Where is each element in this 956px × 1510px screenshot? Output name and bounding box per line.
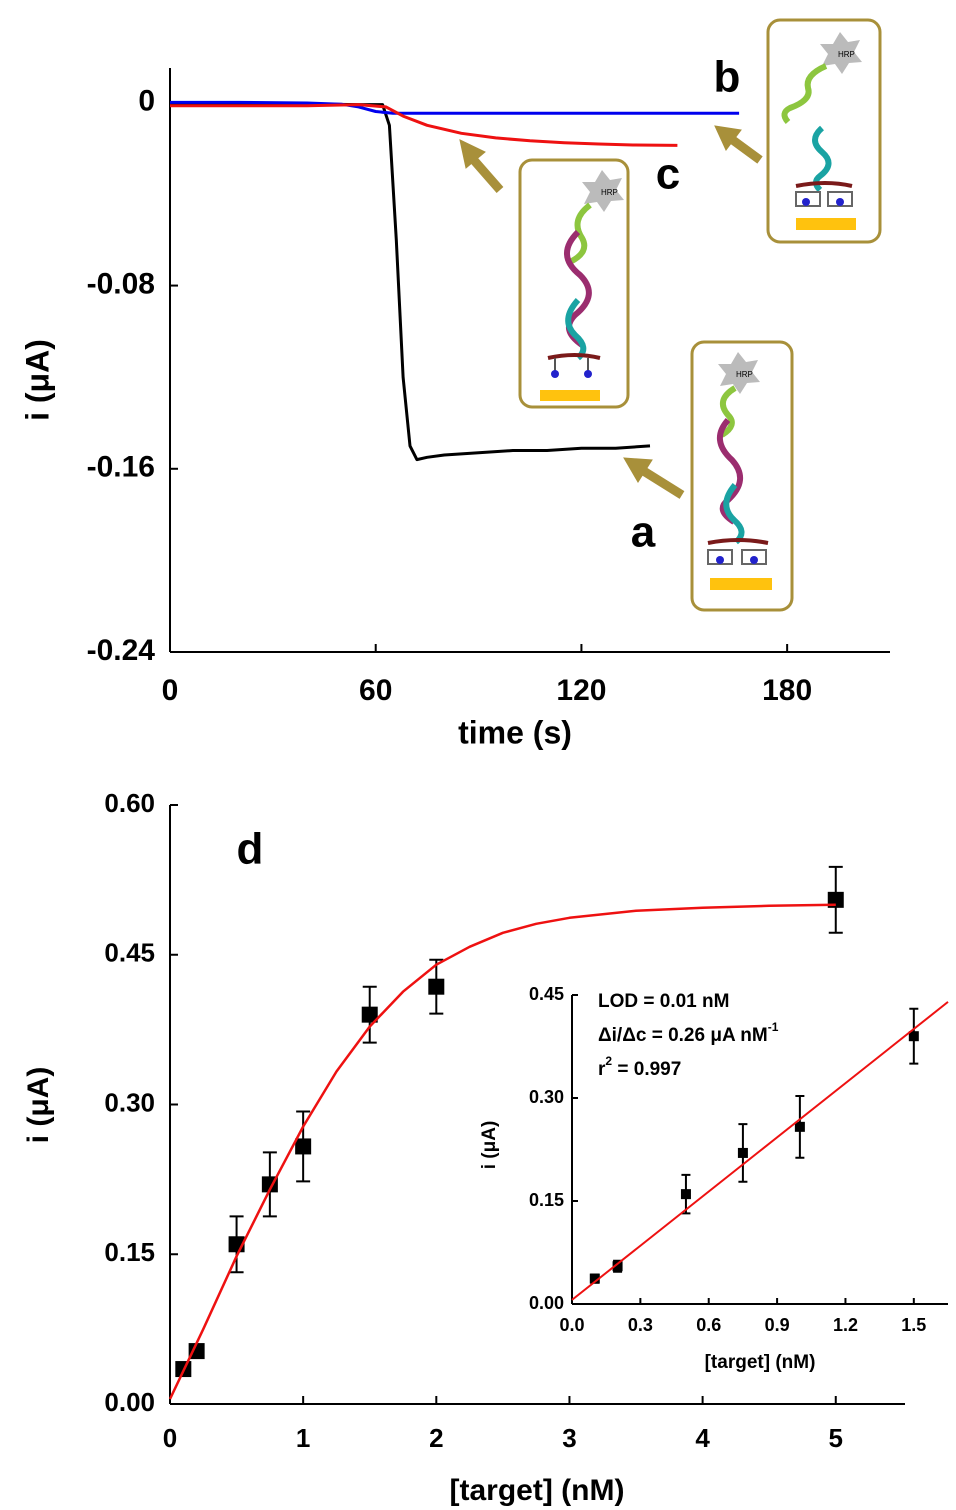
y-tick-label: -0.08 (87, 267, 155, 300)
x-tick-label: 0.9 (765, 1315, 790, 1335)
y-tick-label: 0.00 (104, 1387, 155, 1417)
annotation: r2 = 0.997 (598, 1054, 681, 1080)
annotation: LOD = 0.01 nM (598, 991, 729, 1012)
y-axis-label: i (μA) (479, 1121, 500, 1170)
annotation-text: Δi/Δc = 0.26 μA nM (598, 1025, 768, 1046)
hrp-label: HRP (736, 370, 753, 379)
x-tick-label: 0.0 (559, 1315, 584, 1335)
data-point (188, 1343, 205, 1360)
annotation-sup: -1 (768, 1020, 779, 1034)
y-tick-label: 0.30 (529, 1087, 564, 1107)
y-axis-label: i (μA) (22, 1067, 55, 1144)
fit-line (571, 1001, 949, 1301)
data-point (794, 1121, 805, 1132)
x-axis-label: [target] (nM) (705, 1352, 816, 1373)
y-tick-label: 0.15 (529, 1190, 564, 1210)
chart-1: 0.00 0.15 0.30 0.45 0.60 0 1 2 3 4 5 [target] (nM) i… (22, 788, 905, 1507)
y-tick-label: 0.00 (529, 1293, 564, 1313)
data-point (737, 1147, 748, 1158)
x-tick-label: 2 (429, 1423, 443, 1453)
data-point (589, 1273, 600, 1284)
data-point (361, 1006, 378, 1023)
arrows (459, 125, 763, 499)
x-tick-label: 1.5 (901, 1315, 926, 1335)
y-tick-label: 0.45 (104, 938, 155, 968)
annotation-text: = 0.997 (612, 1059, 681, 1080)
x-tick-label: 120 (556, 674, 606, 707)
annotation-text: LOD = 0.01 nM (598, 991, 729, 1012)
curve-label: b (714, 53, 741, 102)
y-axis-label: i (μA) (19, 339, 55, 421)
x-tick-label: 1 (296, 1423, 310, 1453)
chart-2: 0.00 0.15 0.30 0.45 0.0 0.3 0.6 0.9 1.2 1.5 [targe… (479, 984, 949, 1373)
x-axis-label: [target] (nM) (450, 1474, 625, 1507)
x-axis-label: time (s) (458, 714, 572, 750)
schematic-b: HRP (766, 18, 882, 244)
y-tick-label: 0 (138, 84, 155, 117)
y-tick-label: 0.60 (104, 788, 155, 818)
data-point (908, 1031, 919, 1042)
hrp-label: HRP (838, 50, 855, 59)
x-tick-label: 0 (162, 674, 179, 707)
data-point (295, 1138, 312, 1155)
y-tick-label: -0.16 (87, 451, 155, 484)
curve (170, 100, 740, 115)
x-tick-label: 0.3 (628, 1315, 653, 1335)
x-tick-label: 3 (562, 1423, 576, 1453)
x-tick-label: 0 (163, 1423, 177, 1453)
y-tick-label: 0.30 (104, 1087, 155, 1117)
curve (170, 103, 678, 147)
x-tick-label: 60 (359, 674, 392, 707)
x-tick-label: 180 (762, 674, 812, 707)
x-tick-label: 1.2 (833, 1315, 858, 1335)
annotation-text: r (598, 1059, 606, 1080)
data-point (612, 1261, 623, 1272)
x-tick-label: 4 (695, 1423, 710, 1453)
x-tick-label: 5 (829, 1423, 843, 1453)
y-tick-label: 0.15 (104, 1237, 155, 1267)
curve-label: a (631, 508, 656, 557)
data-point (428, 978, 445, 995)
x-tick-label: 0.6 (696, 1315, 721, 1335)
schematic-a: HRP (690, 340, 794, 612)
annotation: Δi/Δc = 0.26 μA nM-1 (598, 1020, 779, 1046)
hrp-label: HRP (601, 188, 618, 197)
annotation-sup: 2 (605, 1054, 612, 1068)
y-tick-label: 0.45 (529, 984, 564, 1004)
curve-label: c (656, 150, 680, 199)
fit-line (168, 903, 836, 1400)
data-point (680, 1189, 691, 1200)
y-tick-label: -0.24 (87, 634, 156, 667)
panel-label: d (237, 825, 264, 874)
schematic-c: HRP (518, 158, 630, 409)
